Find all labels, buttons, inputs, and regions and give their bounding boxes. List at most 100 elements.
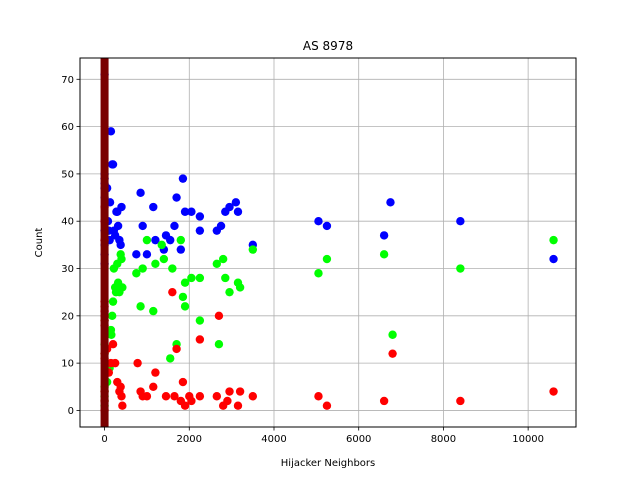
- data-point: [322, 401, 332, 410]
- data-point: [322, 221, 332, 231]
- y-tick-label: 60: [61, 122, 74, 133]
- data-point: [216, 221, 226, 231]
- data-point: [187, 273, 196, 283]
- chart-title: AS 8978: [303, 39, 353, 53]
- data-point: [180, 302, 190, 311]
- y-axis-ticks: 0 10 20 30 40 50 60 70: [61, 75, 80, 417]
- data-point: [138, 221, 147, 231]
- data-point: [388, 349, 397, 358]
- y-tick-label: 0: [68, 406, 74, 417]
- data-point: [132, 250, 141, 259]
- data-point: [166, 235, 175, 245]
- grid-lines: [80, 58, 576, 427]
- data-point: [212, 392, 222, 401]
- data-point: [176, 235, 186, 245]
- data-point: [170, 221, 179, 231]
- data-point: [225, 287, 234, 297]
- data-point: [149, 202, 158, 212]
- data-point: [172, 193, 181, 202]
- data-point: [314, 392, 323, 401]
- data-point: [108, 297, 118, 306]
- data-point: [118, 283, 127, 292]
- x-axis-label: Hijacker Neighbors: [281, 458, 375, 469]
- data-point: [142, 235, 152, 245]
- data-point: [133, 358, 142, 368]
- data-point: [108, 340, 118, 349]
- data-point: [322, 254, 332, 264]
- data-point: [142, 250, 152, 259]
- data-point: [187, 396, 196, 406]
- data-point: [549, 387, 558, 396]
- data-point: [136, 302, 145, 311]
- x-axis-ticks: 0 2000 4000 6000 8000 10000: [101, 427, 544, 445]
- x-tick-label: 6000: [346, 434, 371, 445]
- data-point: [379, 250, 389, 259]
- data-point: [180, 207, 190, 216]
- data-point: [195, 273, 205, 283]
- data-point: [178, 292, 188, 302]
- data-point: [110, 358, 120, 368]
- data-point: [195, 392, 205, 401]
- data-point: [233, 401, 243, 410]
- data-point: [379, 396, 389, 406]
- data-point: [107, 311, 117, 321]
- vertical-band-bar: [100, 58, 109, 427]
- data-point: [180, 278, 190, 287]
- x-tick-label: 8000: [431, 434, 456, 445]
- data-point: [187, 207, 196, 216]
- data-point: [151, 235, 160, 245]
- data-point: [172, 344, 181, 354]
- data-point: [549, 235, 558, 245]
- data-point: [386, 198, 395, 207]
- vertical-band: [100, 58, 109, 427]
- data-point: [233, 207, 243, 216]
- data-point: [221, 273, 230, 283]
- data-point: [248, 392, 258, 401]
- data-point: [117, 254, 126, 264]
- data-point: [151, 368, 160, 377]
- data-point: [149, 306, 158, 316]
- data-point: [159, 254, 169, 264]
- x-tick-label: 0: [101, 434, 107, 445]
- data-point: [132, 269, 141, 278]
- data-point: [549, 254, 558, 264]
- data-point: [456, 217, 465, 226]
- data-point: [136, 188, 145, 198]
- y-tick-label: 50: [61, 169, 74, 180]
- data-point: [379, 231, 389, 240]
- data-point: [161, 392, 171, 401]
- data-point: [195, 212, 205, 221]
- data-point: [456, 396, 465, 406]
- y-axis-label: Count: [34, 228, 45, 258]
- data-point: [456, 264, 465, 273]
- y-tick-label: 30: [61, 264, 74, 275]
- x-tick-label: 4000: [261, 434, 286, 445]
- data-point: [178, 174, 188, 183]
- data-point: [106, 127, 116, 136]
- data-point: [214, 340, 224, 349]
- data-point: [195, 335, 205, 344]
- data-point: [157, 240, 166, 250]
- data-point: [168, 264, 177, 273]
- data-point: [314, 217, 323, 226]
- data-point: [113, 221, 123, 231]
- data-point: [108, 160, 118, 169]
- y-tick-label: 40: [61, 217, 74, 228]
- y-tick-label: 20: [61, 311, 74, 322]
- data-point: [218, 254, 228, 264]
- data-point: [235, 283, 245, 292]
- data-point: [195, 316, 205, 325]
- data-point: [223, 396, 232, 406]
- y-tick-label: 10: [61, 359, 74, 370]
- x-tick-label: 10000: [512, 434, 544, 445]
- data-point: [149, 382, 158, 391]
- data-point: [248, 245, 258, 254]
- plot-frame: [79, 57, 577, 428]
- data-point: [195, 226, 205, 235]
- data-point: [231, 198, 241, 207]
- y-tick-label: 70: [61, 75, 74, 86]
- data-point: [235, 387, 245, 396]
- data-point: [180, 401, 190, 410]
